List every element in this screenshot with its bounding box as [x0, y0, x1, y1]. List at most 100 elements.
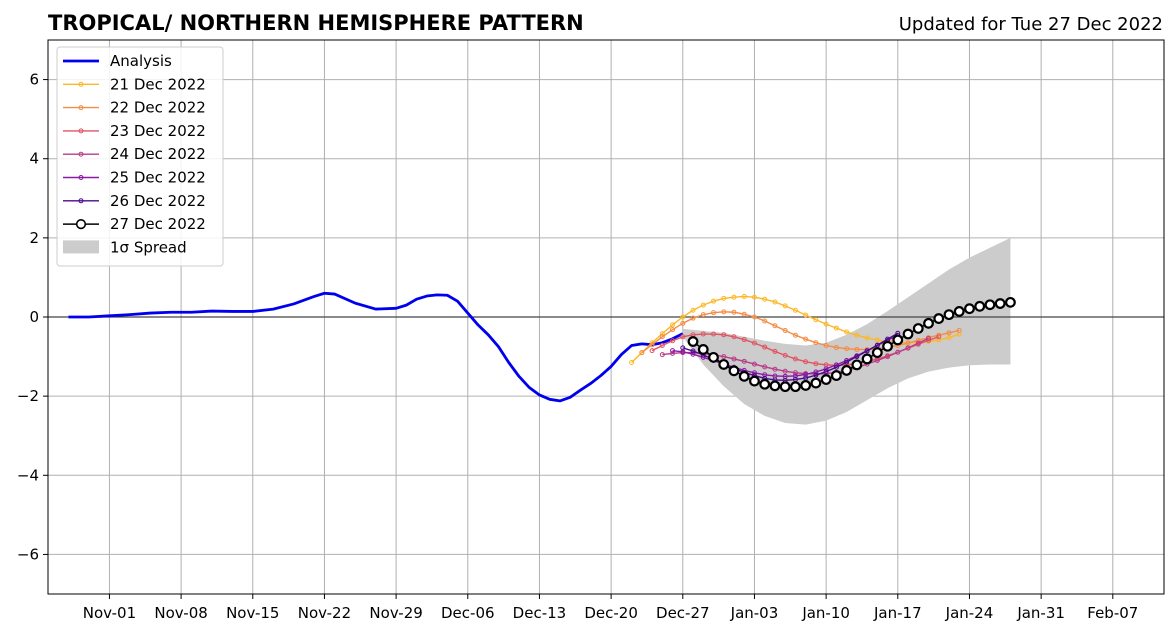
- x-tick-label: Jan-03: [730, 604, 779, 622]
- legend-label: 27 Dec 2022: [110, 215, 206, 233]
- forecast-point: [670, 338, 676, 344]
- forecast-point: [803, 336, 809, 342]
- forecast-point: [823, 366, 829, 372]
- legend-entry: 23 Dec 2022: [63, 122, 206, 140]
- latest-forecast-point: [841, 365, 853, 376]
- x-tick-label: Nov-22: [298, 604, 351, 622]
- legend-label: Analysis: [110, 52, 172, 70]
- latest-forecast-point: [974, 300, 986, 312]
- forecast-point: [874, 337, 880, 343]
- forecast-point: [680, 334, 686, 340]
- forecast-point: [905, 340, 911, 346]
- forecast-point: [772, 299, 778, 305]
- forecast-point: [762, 296, 768, 302]
- forecast-point: [926, 337, 932, 343]
- x-tick-label: Dec-20: [584, 604, 638, 622]
- latest-forecast-point: [718, 359, 730, 370]
- legend-label: 22 Dec 2022: [110, 99, 206, 117]
- forecast-point: [823, 321, 829, 327]
- latest-forecast-point: [790, 381, 801, 393]
- forecast-point: [700, 331, 706, 337]
- forecast-line: [662, 337, 929, 375]
- forecast-point: [792, 307, 798, 313]
- forecast-point: [690, 307, 696, 313]
- forecast-point: [803, 359, 809, 365]
- legend: Analysis 21 Dec 2022 22 Dec 2022 23 Dec 202…: [56, 46, 224, 267]
- forecast-point: [659, 334, 665, 340]
- legend-entry: 22 Dec 2022: [63, 99, 206, 117]
- forecast-point: [741, 293, 747, 299]
- legend-marker: [75, 219, 87, 230]
- forecast-point: [690, 351, 696, 357]
- latest-forecast-point: [871, 347, 883, 359]
- legend-entry: 21 Dec 2022: [63, 75, 206, 93]
- forecast-point: [782, 352, 788, 358]
- latest-forecast-point: [759, 378, 771, 390]
- forecast-point: [905, 345, 911, 351]
- forecast-point: [792, 332, 798, 338]
- forecast-point: [936, 337, 942, 343]
- forecast-point: [926, 335, 932, 341]
- forecast-point: [854, 346, 860, 352]
- forecast-point: [690, 315, 696, 321]
- y-tick-label: 0: [29, 308, 39, 326]
- latest-forecast-point: [810, 377, 822, 389]
- forecast-point: [864, 348, 870, 354]
- legend-marker: [78, 175, 84, 180]
- forecast-point: [946, 335, 952, 341]
- forecast-point: [854, 332, 860, 338]
- forecast-point: [833, 325, 839, 331]
- y-tick-label: −4: [17, 466, 39, 484]
- forecast-point: [844, 329, 850, 335]
- forecast-point: [762, 364, 768, 370]
- legend-entry: 26 Dec 2022: [63, 192, 206, 210]
- forecast-point: [782, 303, 788, 309]
- latest-forecast-point: [820, 374, 832, 385]
- latest-forecast-point: [830, 370, 842, 381]
- forecast-point: [690, 348, 696, 354]
- forecast-point: [813, 340, 819, 346]
- latest-forecast-point: [800, 380, 812, 391]
- forecast-point: [741, 311, 747, 317]
- forecast-point: [649, 342, 655, 348]
- forecast-point: [782, 327, 788, 333]
- forecast-point: [680, 320, 686, 326]
- forecast-point: [700, 302, 706, 308]
- legend-marker: [78, 105, 84, 111]
- forecast-point: [731, 309, 737, 315]
- x-tick-label: Jan-24: [945, 604, 994, 622]
- forecast-point: [813, 372, 819, 378]
- x-tick-label: Jan-10: [801, 604, 850, 622]
- latest-forecast-point: [882, 340, 893, 352]
- forecast-point: [731, 356, 737, 362]
- forecast-point: [762, 344, 768, 350]
- latest-forecast-point: [697, 344, 709, 355]
- chart-title: TROPICAL/ NORTHERN HEMISPHERE PATTERN: [48, 11, 584, 35]
- forecast-point: [721, 354, 727, 360]
- latest-forecast-point: [933, 313, 945, 324]
- legend-label: 24 Dec 2022: [110, 145, 206, 163]
- forecast-point: [670, 322, 676, 328]
- forecast-point: [782, 368, 788, 374]
- forecast-point: [885, 354, 891, 360]
- x-axis: Nov-01 Nov-08 Nov-15 Nov-22 Nov-29 Dec-06 Dec-…: [83, 594, 1138, 622]
- y-tick-label: −2: [17, 387, 39, 405]
- x-tick-label: Dec-27: [656, 604, 710, 622]
- forecast-point: [772, 323, 778, 329]
- legend-marker: [78, 151, 84, 157]
- forecast-point: [751, 361, 757, 367]
- forecast-point: [956, 327, 962, 333]
- forecast-point: [659, 331, 665, 337]
- x-tick-label: Jan-17: [873, 604, 922, 622]
- forecast-point: [813, 317, 819, 323]
- y-tick-label: 6: [29, 71, 39, 89]
- legend-entry: 24 Dec 2022: [63, 145, 206, 163]
- forecast-point: [670, 348, 676, 354]
- forecast-point: [711, 298, 717, 304]
- forecast-point: [670, 327, 676, 333]
- latest-forecast-point: [923, 317, 934, 329]
- latest-forecast-point: [964, 303, 975, 315]
- legend-entry: 25 Dec 2022: [63, 169, 206, 187]
- latest-forecast-point: [728, 365, 740, 377]
- forecast-point: [823, 369, 829, 375]
